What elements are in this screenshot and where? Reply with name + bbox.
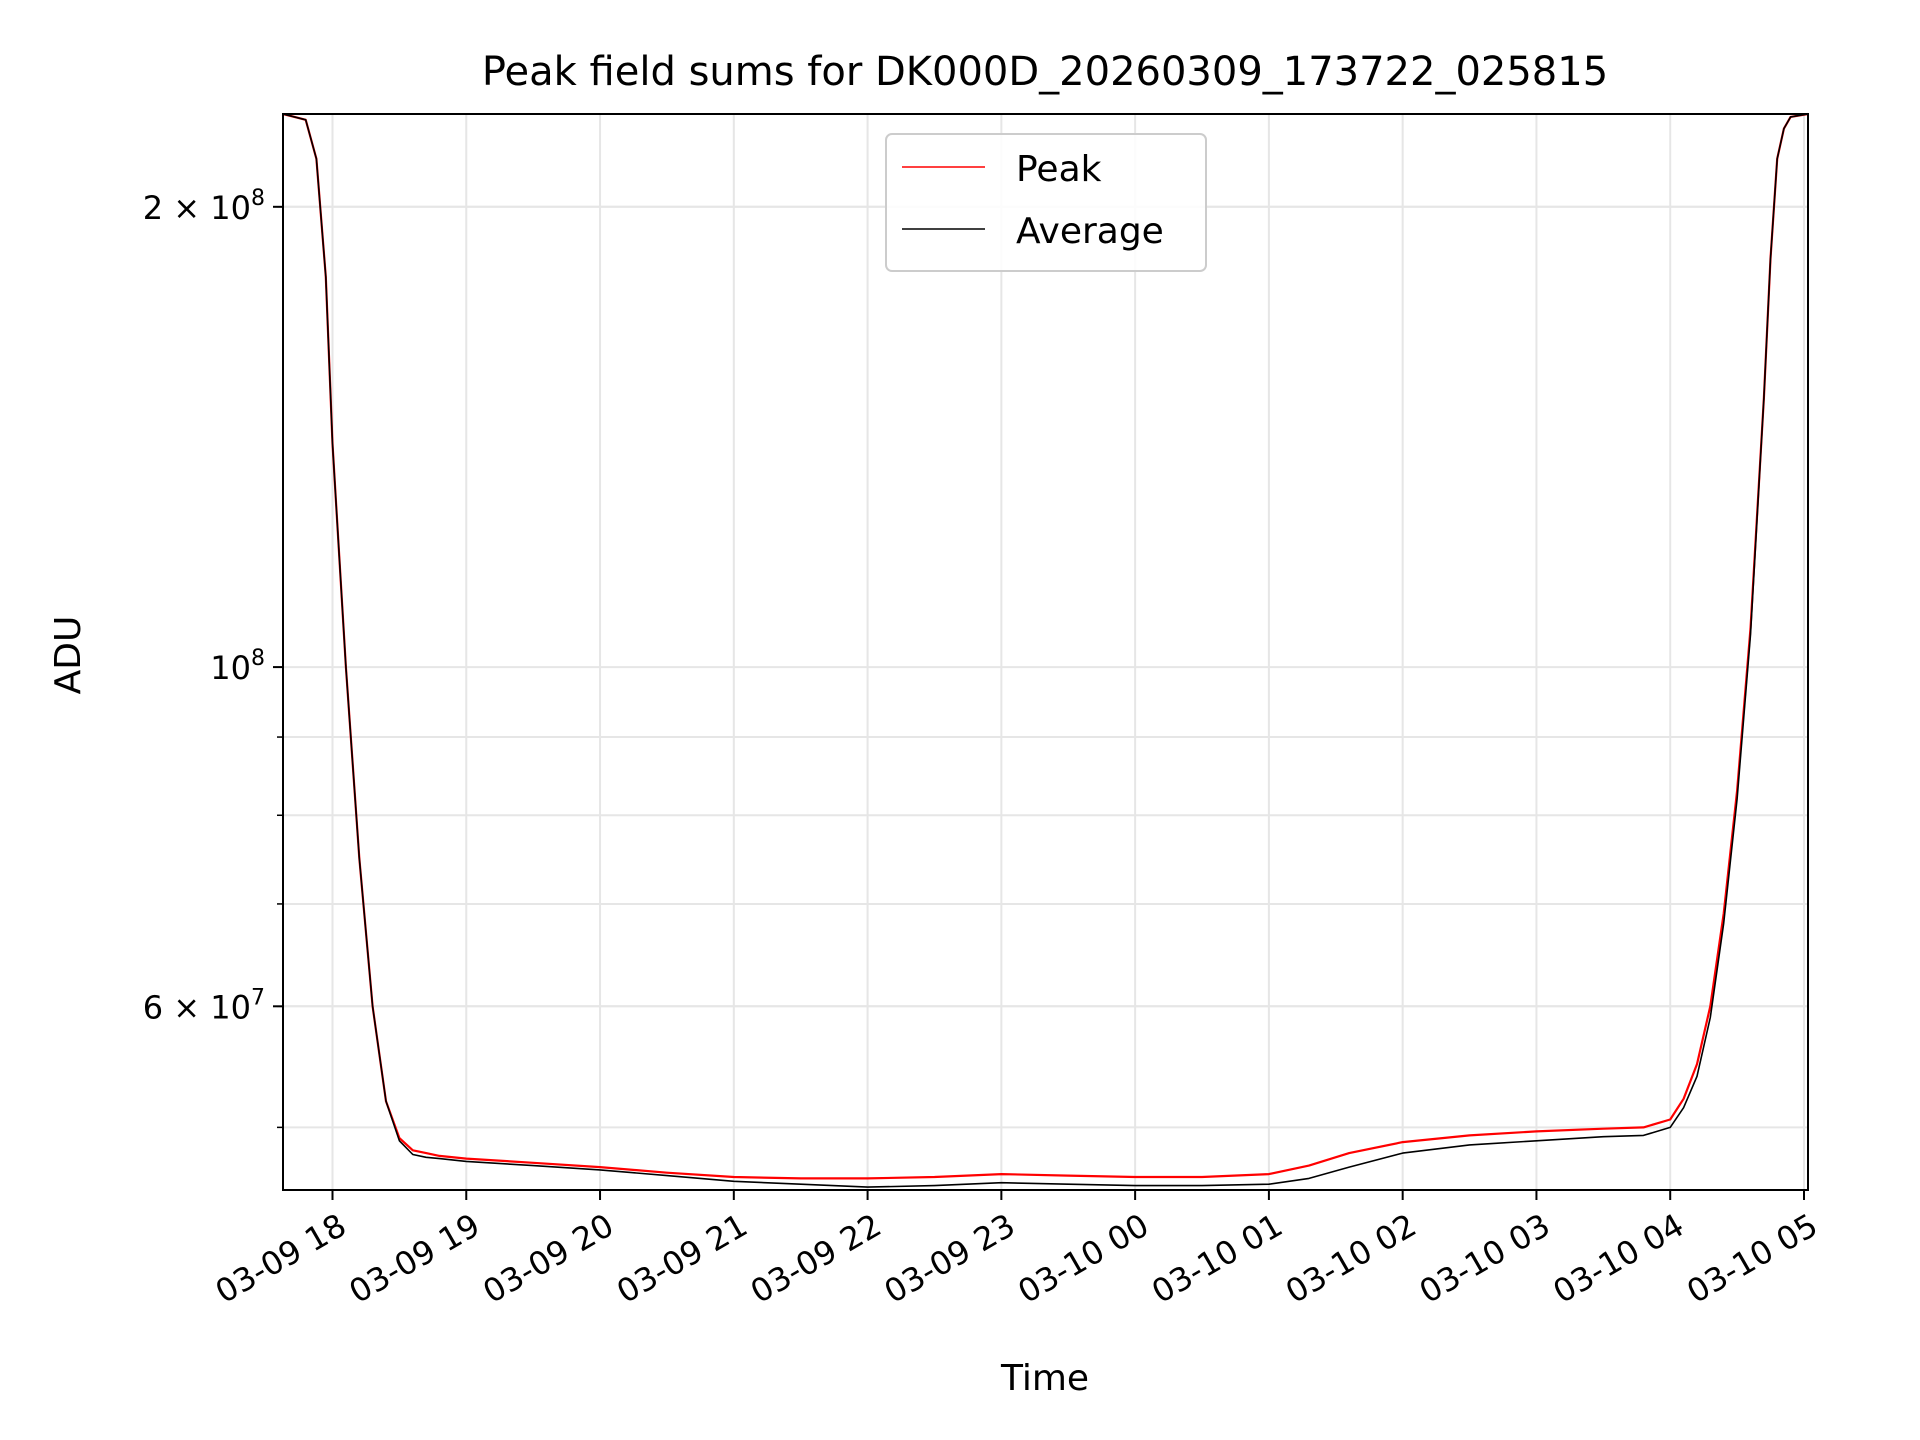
legend-peak-label: Peak [1016,149,1102,190]
axes-frame [282,113,1809,1191]
x-axis-label: Time [1000,1358,1089,1399]
legend-box [885,133,1207,272]
y-axis-label: ADU [48,616,89,695]
y-tick-label: 108 [210,646,265,687]
series-layer [282,112,1809,1188]
series-line-average [282,113,1809,1188]
y-axis: 6 × 107 108 2 × 108 [143,186,283,1129]
legend-average-label: Average [1016,211,1164,252]
grid [283,114,1808,1190]
legend: Peak Average [885,133,1207,272]
chart-title: Peak field sums for DK000D_20260309_1737… [482,49,1608,95]
y-tick-label: 2 × 108 [143,186,265,227]
y-tick-label: 6 × 107 [143,985,265,1026]
